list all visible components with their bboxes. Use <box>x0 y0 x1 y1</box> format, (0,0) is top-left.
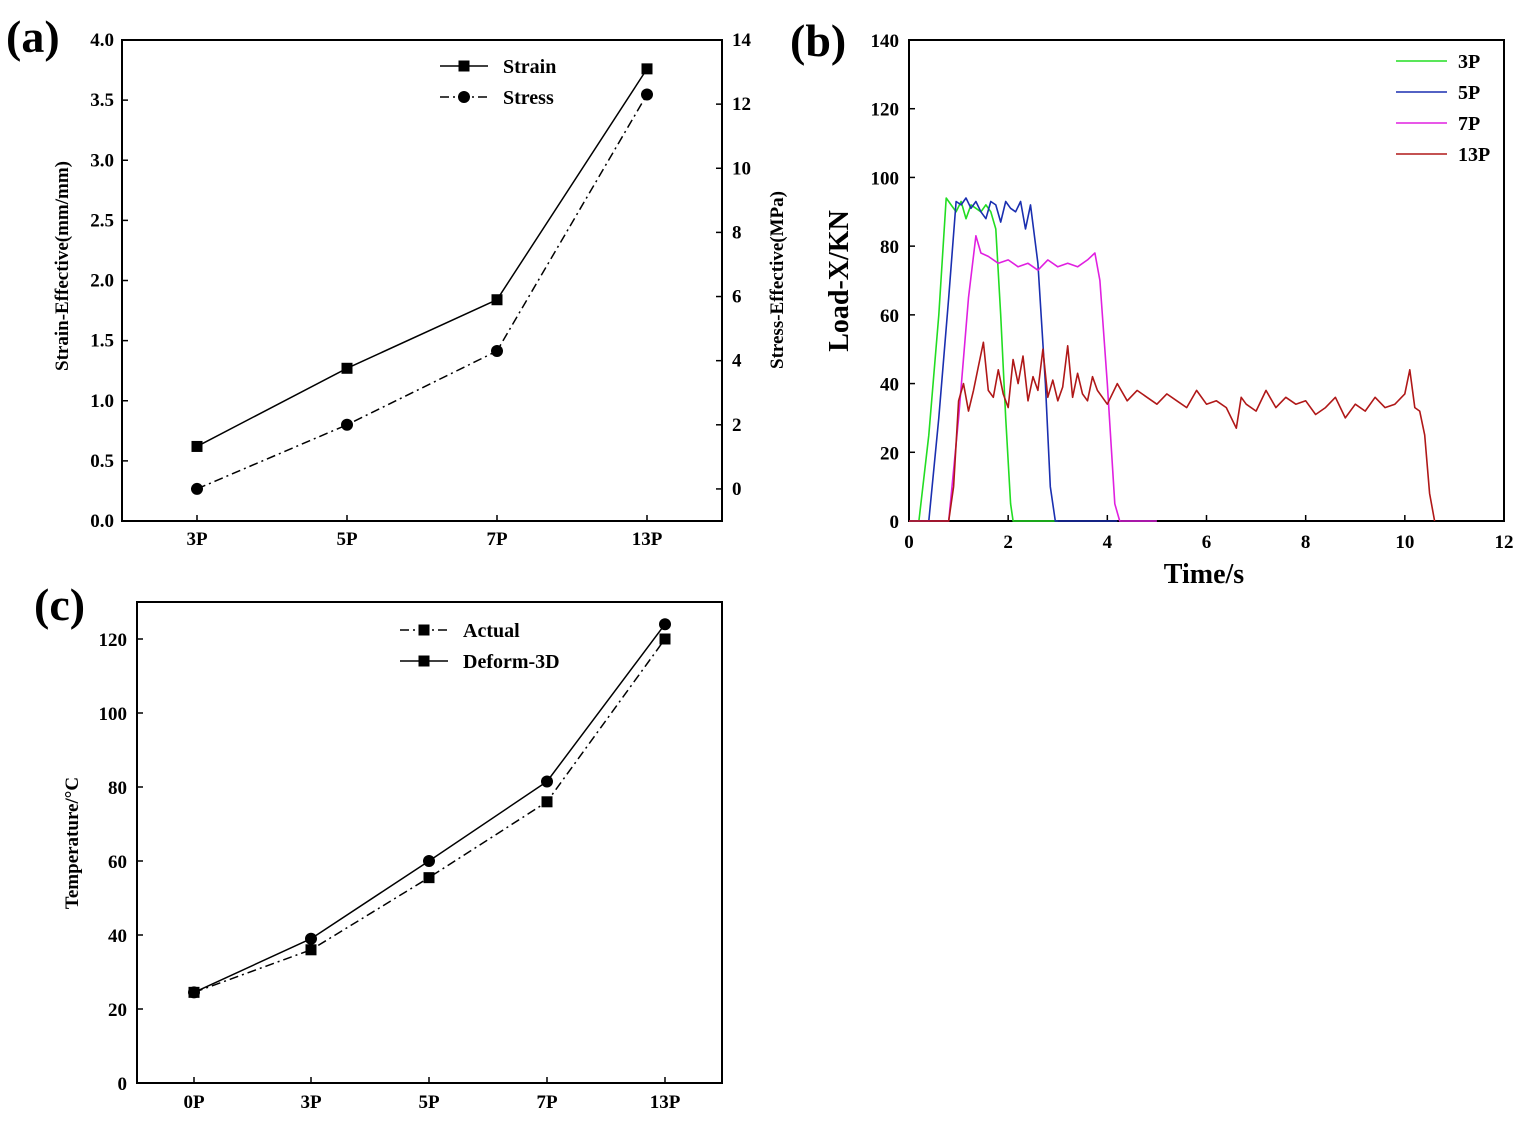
x-tick-label: 13P <box>650 1092 681 1113</box>
y-tick-label: 140 <box>871 31 900 52</box>
y-right-tick-label: 12 <box>732 94 751 115</box>
x-tick-label: 13P <box>632 529 663 550</box>
legend-marker <box>458 91 470 103</box>
y-tick-label: 0 <box>890 512 900 533</box>
y-axis-label: Load-X/KN <box>824 210 855 352</box>
x-tick-label: 12 <box>1495 532 1514 553</box>
legend-label: Actual <box>463 620 520 642</box>
x-tick-label: 3P <box>300 1092 322 1113</box>
data-point <box>423 872 435 884</box>
y-right-tick-label: 4 <box>732 351 742 372</box>
y-axis-label: Strain-Effective(mm/mm) <box>52 161 73 371</box>
y-tick-label: 2.5 <box>90 210 114 231</box>
series-line <box>909 197 1058 522</box>
y-right-axis-label: Stress-Effective(MPa) <box>767 191 788 369</box>
x-tick-label: 0P <box>183 1092 205 1113</box>
y-tick-label: 60 <box>108 852 127 873</box>
data-point <box>423 855 435 867</box>
data-point <box>188 986 200 999</box>
legend-marker <box>418 655 430 667</box>
y-tick-label: 4.0 <box>90 30 114 51</box>
legend-label: 13P <box>1458 144 1490 166</box>
y-tick-label: 120 <box>99 630 128 651</box>
y-tick-label: 80 <box>108 778 127 799</box>
y-tick-label: 2.0 <box>90 271 114 292</box>
y-tick-label: 40 <box>108 926 127 947</box>
panel-label: (b) <box>790 15 846 66</box>
y-right-tick-label: 8 <box>732 222 742 243</box>
y-right-tick-label: 6 <box>732 287 742 308</box>
series-line <box>196 94 648 490</box>
y-tick-label: 120 <box>871 100 900 121</box>
series-line <box>193 623 666 994</box>
x-tick-label: 6 <box>1202 532 1212 553</box>
x-tick-label: 10 <box>1395 532 1414 553</box>
y-tick-label: 3.5 <box>90 90 114 111</box>
y-axis-label: Temperature/°C <box>62 777 83 909</box>
data-point <box>341 418 353 431</box>
panel-label: (c) <box>34 579 85 630</box>
x-tick-label: 5P <box>418 1092 440 1113</box>
data-point <box>305 944 317 956</box>
data-point <box>541 775 553 788</box>
y-tick-label: 20 <box>108 1000 127 1021</box>
x-tick-label: 4 <box>1103 532 1113 553</box>
x-tick-label: 7P <box>536 1092 558 1113</box>
data-point <box>541 796 553 808</box>
panel-a: (a) 0.0 0.5 1.0 1.5 2.0 2.5 3.0 3.5 4.0 0 2 4 6 8 10 12 1… <box>6 11 788 550</box>
x-axis-label: Time/s <box>1164 559 1244 590</box>
data-point <box>191 440 203 452</box>
y-tick-label: 3.0 <box>90 150 114 171</box>
legend-label: Deform-3D <box>463 651 560 673</box>
y-tick-label: 100 <box>871 168 900 189</box>
data-point <box>641 63 653 75</box>
panel-c: (c) 0 20 40 60 80 100 120 0P 3P 5P 7P 13P Temperature… <box>34 579 723 1113</box>
data-point <box>641 88 653 101</box>
y-right-tick-label: 0 <box>732 479 742 500</box>
y-tick-label: 40 <box>880 375 899 396</box>
data-point <box>491 345 503 358</box>
legend-marker <box>418 624 430 636</box>
data-point <box>191 482 203 495</box>
data-point <box>491 294 503 306</box>
x-tick-label: 8 <box>1301 532 1311 553</box>
panel-b: (b) 0 20 40 60 80 100 120 140 0 2 4 6 8 10 12 Time/s Load… <box>790 15 1514 590</box>
y-tick-label: 60 <box>880 306 899 327</box>
x-tick-label: 3P <box>186 529 208 550</box>
y-tick-label: 0 <box>118 1074 128 1095</box>
panel-label: (a) <box>6 11 60 62</box>
legend-label: 7P <box>1458 113 1480 135</box>
legend-label: 3P <box>1458 51 1480 73</box>
y-tick-label: 20 <box>880 443 899 464</box>
series-line <box>909 235 1157 522</box>
y-tick-label: 100 <box>99 704 128 725</box>
legend-marker <box>458 60 470 72</box>
series-line <box>196 68 648 448</box>
legend-label: 5P <box>1458 82 1480 104</box>
data-point <box>659 633 671 645</box>
y-right-tick-label: 14 <box>732 30 752 51</box>
y-tick-label: 0.0 <box>90 511 114 532</box>
x-tick-label: 0 <box>904 532 914 553</box>
x-tick-label: 5P <box>336 529 358 550</box>
y-tick-label: 0.5 <box>90 451 114 472</box>
y-right-tick-label: 2 <box>732 415 742 436</box>
y-tick-label: 1.0 <box>90 391 114 412</box>
series-line <box>193 638 666 994</box>
y-tick-label: 80 <box>880 237 899 258</box>
plot-frame <box>121 39 723 522</box>
plot-frame <box>136 601 723 1084</box>
x-tick-label: 7P <box>486 529 508 550</box>
legend-label: Strain <box>503 56 556 78</box>
y-tick-label: 1.5 <box>90 331 114 352</box>
data-point <box>305 932 317 945</box>
data-point <box>659 618 671 631</box>
series-line <box>909 341 1436 522</box>
data-point <box>341 362 353 374</box>
x-tick-label: 2 <box>1003 532 1013 553</box>
y-right-tick-label: 10 <box>732 158 751 179</box>
legend-label: Stress <box>503 87 554 109</box>
